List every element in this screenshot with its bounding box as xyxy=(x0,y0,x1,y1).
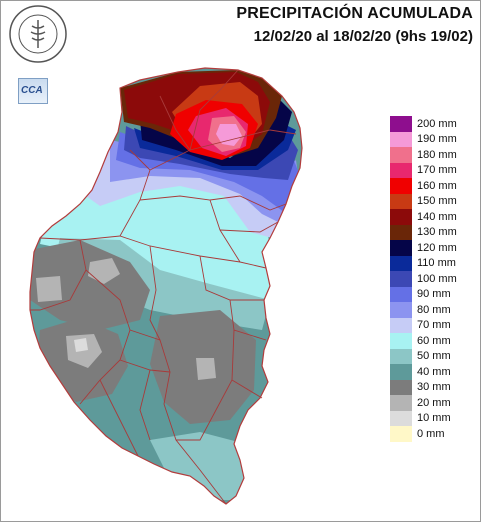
legend-label: 120 mm xyxy=(417,241,457,254)
legend-swatch xyxy=(390,348,412,364)
legend-item: 100 mm xyxy=(390,271,457,287)
legend-item: 0 mm xyxy=(390,426,457,442)
legend-label: 100 mm xyxy=(417,272,457,285)
legend-item: 160 mm xyxy=(390,178,457,194)
precip-band-10mm-southwest xyxy=(74,338,88,352)
legend-swatch xyxy=(390,271,412,287)
legend-label: 130 mm xyxy=(417,226,457,239)
legend-item: 180 mm xyxy=(390,147,457,163)
legend-label: 30 mm xyxy=(417,381,451,394)
legend-swatch xyxy=(390,317,412,333)
legend: 200 mm 190 mm 180 mm 170 mm 160 mm 150 mm 140 … xyxy=(390,116,457,442)
legend-swatch xyxy=(390,302,412,318)
legend-item: 10 mm xyxy=(390,410,457,426)
legend-item: 20 mm xyxy=(390,395,457,411)
province-outline xyxy=(29,67,303,505)
legend-swatch xyxy=(390,116,412,132)
legend-swatch xyxy=(390,364,412,380)
legend-label: 170 mm xyxy=(417,164,457,177)
legend-item: 30 mm xyxy=(390,379,457,395)
legend-label: 60 mm xyxy=(417,334,451,347)
legend-swatch xyxy=(390,162,412,178)
legend-item: 60 mm xyxy=(390,333,457,349)
legend-swatch xyxy=(390,379,412,395)
legend-label: 190 mm xyxy=(417,133,457,146)
legend-label: 70 mm xyxy=(417,319,451,332)
legend-swatch xyxy=(390,193,412,209)
legend-label: 150 mm xyxy=(417,195,457,208)
legend-label: 80 mm xyxy=(417,303,451,316)
legend-item: 110 mm xyxy=(390,255,457,271)
legend-label: 0 mm xyxy=(417,427,445,440)
legend-item: 170 mm xyxy=(390,162,457,178)
bolsa-de-cereales-seal-icon xyxy=(9,5,67,63)
legend-label: 140 mm xyxy=(417,210,457,223)
legend-label: 40 mm xyxy=(417,365,451,378)
legend-label: 90 mm xyxy=(417,288,451,301)
legend-swatch xyxy=(390,410,412,426)
legend-item: 190 mm xyxy=(390,131,457,147)
precip-band-20mm-west xyxy=(88,258,120,284)
legend-swatch xyxy=(390,147,412,163)
legend-item: 150 mm xyxy=(390,193,457,209)
precip-band-20mm-center xyxy=(196,358,216,380)
legend-label: 10 mm xyxy=(417,412,451,425)
precip-band-120mm xyxy=(140,100,292,166)
legend-item: 40 mm xyxy=(390,364,457,380)
legend-swatch xyxy=(390,240,412,256)
title-line-1: PRECIPITACIÓN ACUMULADA xyxy=(236,5,473,22)
legend-item: 200 mm xyxy=(390,116,457,132)
department-boundaries xyxy=(30,69,297,505)
precip-band-30mm-west xyxy=(30,240,150,330)
legend-label: 50 mm xyxy=(417,350,451,363)
legend-swatch xyxy=(390,395,412,411)
legend-item: 130 mm xyxy=(390,224,457,240)
legend-label: 20 mm xyxy=(417,396,451,409)
legend-swatch xyxy=(390,255,412,271)
precip-band-20mm-far-west xyxy=(36,276,62,302)
precip-band-190mm xyxy=(216,124,242,146)
legend-item: 140 mm xyxy=(390,209,457,225)
precip-band-50mm-south xyxy=(150,432,246,500)
legend-label: 180 mm xyxy=(417,148,457,161)
legend-swatch xyxy=(390,131,412,147)
legend-label: 160 mm xyxy=(417,179,457,192)
legend-swatch xyxy=(390,426,412,442)
legend-item: 120 mm xyxy=(390,240,457,256)
legend-item: 50 mm xyxy=(390,348,457,364)
cca-logo-icon: CCA xyxy=(18,78,48,104)
precip-band-60mm-northwest xyxy=(70,204,110,232)
legend-swatch xyxy=(390,178,412,194)
legend-item: 80 mm xyxy=(390,302,457,318)
legend-swatch xyxy=(390,209,412,225)
legend-label: 110 mm xyxy=(417,257,456,270)
map-title: PRECIPITACIÓN ACUMULADA 12/02/20 al 18/0… xyxy=(236,4,473,46)
legend-swatch xyxy=(390,286,412,302)
title-line-2: 12/02/20 al 18/02/20 (9hs 19/02) xyxy=(253,28,473,45)
cca-logo-text: CCA xyxy=(21,85,43,96)
legend-label: 200 mm xyxy=(417,117,457,130)
legend-item: 70 mm xyxy=(390,317,457,333)
legend-swatch xyxy=(390,333,412,349)
legend-swatch xyxy=(390,224,412,240)
legend-item: 90 mm xyxy=(390,286,457,302)
